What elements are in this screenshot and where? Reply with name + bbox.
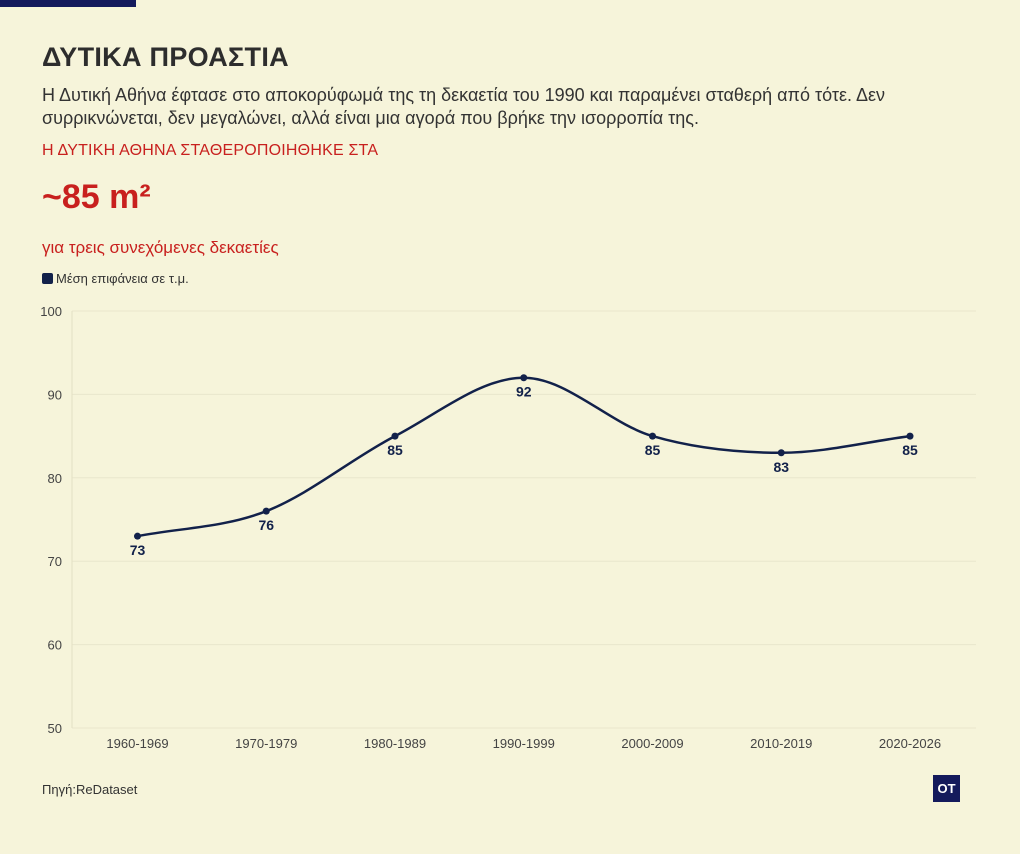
- highlight-number: ~85 m²: [42, 178, 151, 216]
- y-tick-label: 70: [48, 554, 62, 569]
- x-tick-label: 2020-2026: [879, 736, 941, 751]
- y-tick-label: 80: [48, 471, 62, 486]
- y-tick-label: 60: [48, 638, 62, 653]
- x-tick-label: 2010-2019: [750, 736, 812, 751]
- data-point: [906, 432, 914, 440]
- data-label: 85: [902, 442, 918, 458]
- x-tick-label: 1970-1979: [235, 736, 297, 751]
- legend-swatch: [42, 273, 53, 284]
- data-point: [391, 432, 399, 440]
- data-label: 85: [387, 442, 403, 458]
- data-point: [262, 507, 270, 515]
- series-line: [137, 376, 911, 538]
- highlight-caption: για τρεις συνεχόμενες δεκαετίες: [42, 238, 279, 257]
- x-tick-label: 2000-2009: [621, 736, 683, 751]
- data-point: [520, 374, 528, 382]
- chart-subtitle: Η Δυτική Αθήνα έφτασε στο αποκορύφωμά τη…: [42, 85, 886, 128]
- legend: Μέση επιφάνεια σε τ.μ.: [42, 271, 189, 286]
- y-tick-label: 90: [48, 387, 62, 402]
- x-tick-label: 1980-1989: [364, 736, 426, 751]
- data-label: 73: [130, 542, 146, 558]
- legend-label: Μέση επιφάνεια σε τ.μ.: [56, 271, 189, 286]
- ot-logo: OT: [933, 775, 960, 802]
- top-accent-bar: [0, 0, 136, 7]
- data-label: 76: [258, 517, 274, 533]
- data-point: [649, 432, 656, 440]
- y-tick-label: 100: [40, 304, 62, 319]
- source-note: Πηγή:ReDataset: [42, 782, 138, 797]
- data-point: [777, 449, 785, 457]
- x-tick-label: 1960-1969: [106, 736, 168, 751]
- chart-title: ΔΥΤΙΚΑ ΠΡΟΑΣΤΙΑ: [42, 42, 289, 72]
- data-label: 92: [516, 384, 532, 400]
- highlight-kicker: Η ΔΥΤΙΚΗ ΑΘΗΝΑ ΣΤΑΘΕΡΟΠΟΙΗΘΗΚΕ ΣΤΑ: [42, 142, 379, 159]
- data-point: [134, 532, 141, 540]
- data-label: 83: [773, 459, 789, 475]
- data-label: 85: [645, 442, 661, 458]
- x-tick-label: 1990-1999: [493, 736, 555, 751]
- y-tick-label: 50: [48, 721, 62, 736]
